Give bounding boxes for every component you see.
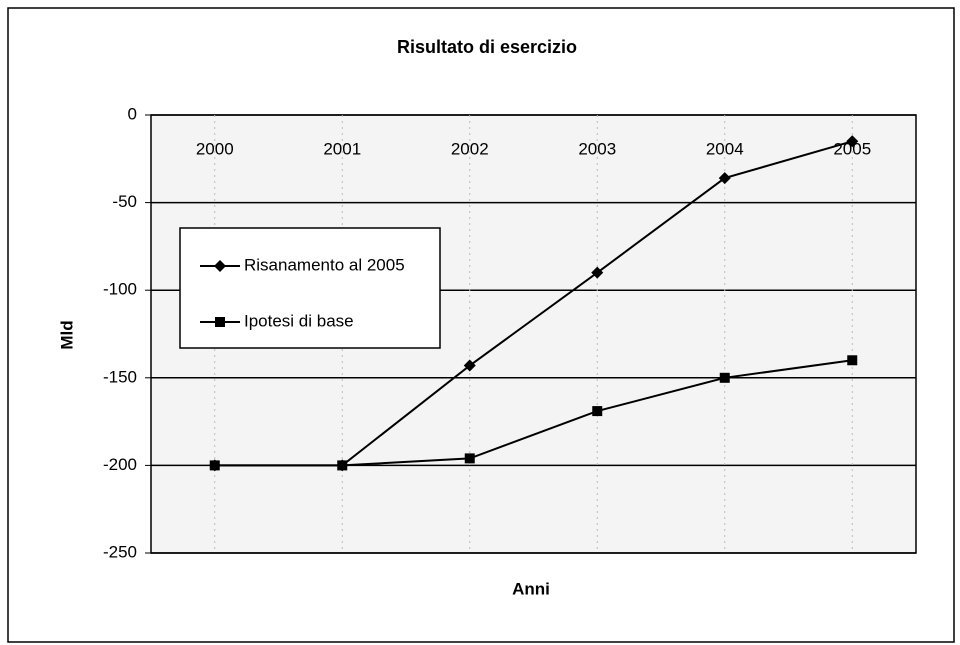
y-tick-label: -50: [112, 192, 137, 211]
y-tick-label: 0: [128, 104, 137, 123]
marker: [591, 266, 604, 279]
x-tick-label: 2000: [196, 139, 234, 158]
x-tick-label: 2002: [451, 139, 489, 158]
marker: [464, 453, 475, 464]
marker: [214, 260, 226, 272]
legend-box: [179, 227, 441, 349]
marker: [846, 135, 859, 148]
series-line: [214, 359, 853, 467]
marker: [215, 317, 225, 327]
marker: [209, 460, 220, 471]
x-axis-label: Anni: [512, 579, 550, 598]
legend-label: Risanamento al 2005: [244, 255, 405, 274]
marker: [719, 372, 730, 383]
marker: [337, 460, 348, 471]
marker: [463, 359, 476, 372]
marker: [718, 172, 731, 185]
marker: [847, 355, 858, 366]
y-axis-label: Mld: [57, 320, 76, 349]
y-tick-label: -150: [103, 367, 137, 386]
y-tick-label: -100: [103, 280, 137, 299]
chart-title: Risultato di esercizio: [397, 37, 577, 57]
x-tick-label: 2003: [578, 139, 616, 158]
marker: [592, 406, 603, 417]
legend-label: Ipotesi di base: [244, 311, 354, 330]
y-tick-label: -200: [103, 455, 137, 474]
x-tick-label: 2001: [323, 139, 361, 158]
y-tick-label: -250: [103, 542, 137, 561]
x-tick-label: 2004: [706, 139, 744, 158]
